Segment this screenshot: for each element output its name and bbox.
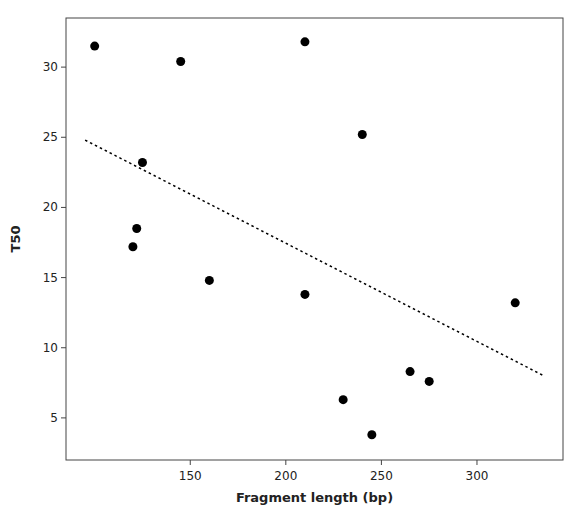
x-tick-label: 200 bbox=[274, 469, 297, 483]
scatter-point bbox=[300, 37, 309, 46]
scatter-point bbox=[132, 224, 141, 233]
scatter-point bbox=[176, 57, 185, 66]
regression-line bbox=[85, 140, 544, 376]
chart: 150 200 250 300 5 10 15 20 25 30 Fragment length (… bbox=[0, 0, 581, 516]
x-tick bbox=[381, 460, 382, 465]
scatter-point bbox=[367, 430, 376, 439]
y-tick-label: 5 bbox=[50, 411, 58, 425]
y-tick-label: 15 bbox=[43, 271, 58, 285]
y-tick bbox=[61, 417, 66, 418]
y-tick-label: 20 bbox=[43, 200, 58, 214]
y-tick bbox=[61, 277, 66, 278]
y-axis-label: T50 bbox=[8, 226, 23, 253]
scatter-point bbox=[90, 42, 99, 51]
scatter-point bbox=[128, 242, 137, 251]
y-tick-label: 10 bbox=[43, 341, 58, 355]
x-tick bbox=[476, 460, 477, 465]
x-tick bbox=[190, 460, 191, 465]
scatter-point bbox=[406, 367, 415, 376]
y-tick bbox=[61, 67, 66, 68]
plot-frame bbox=[66, 18, 563, 460]
scatter-point bbox=[358, 130, 367, 139]
scatter-point bbox=[425, 377, 434, 386]
y-tick bbox=[61, 207, 66, 208]
y-tick bbox=[61, 137, 66, 138]
scatter-point bbox=[138, 158, 147, 167]
x-tick bbox=[285, 460, 286, 465]
y-tick-label: 25 bbox=[43, 130, 58, 144]
scatter-point bbox=[511, 298, 520, 307]
scatter-point bbox=[300, 290, 309, 299]
plot-area bbox=[85, 37, 544, 439]
y-tick-label: 30 bbox=[43, 60, 58, 74]
x-axis-label: Fragment length (bp) bbox=[236, 490, 393, 505]
x-tick-label: 300 bbox=[466, 469, 489, 483]
y-tick bbox=[61, 347, 66, 348]
scatter-point bbox=[339, 395, 348, 404]
x-tick-label: 250 bbox=[370, 469, 393, 483]
scatter-point bbox=[205, 276, 214, 285]
x-tick-label: 150 bbox=[179, 469, 202, 483]
